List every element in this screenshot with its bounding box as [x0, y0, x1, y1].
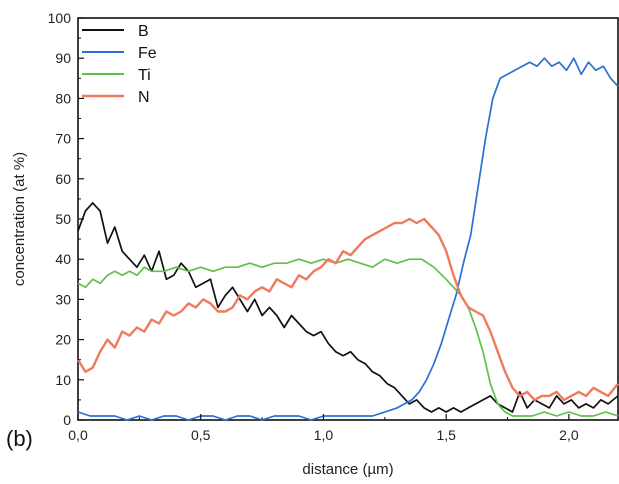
legend-label-ti: Ti	[138, 67, 151, 84]
legend-label-b: B	[138, 23, 149, 40]
x-tick-label-0: 0,0	[68, 427, 88, 443]
legend: B Fe Ti N	[82, 23, 157, 106]
y-tick-label-60: 60	[55, 171, 71, 187]
series-line-n	[76, 217, 619, 402]
y-axis-title: concentration (at %)	[11, 152, 28, 286]
x-tick-label-2: 1,0	[314, 427, 334, 443]
y-tick-label-30: 30	[55, 291, 71, 307]
y-tick-label-0: 0	[63, 412, 71, 428]
x-tick-label-3: 1,5	[436, 427, 456, 443]
y-tick-label-10: 10	[55, 372, 71, 388]
x-tick-label-1: 0,5	[191, 427, 211, 443]
y-tick-label-100: 100	[48, 10, 72, 26]
series-layer	[76, 57, 619, 421]
y-tick-label-90: 90	[55, 50, 71, 66]
plot-area	[77, 17, 619, 421]
y-tick-label-70: 70	[55, 131, 71, 147]
series-line-fe	[77, 57, 619, 421]
x-tick-label-4: 2,0	[559, 427, 579, 443]
legend-label-n: N	[138, 89, 150, 106]
series-line-ti	[77, 258, 619, 417]
legend-label-fe: Fe	[138, 45, 157, 62]
y-tick-label-80: 80	[55, 90, 71, 106]
y-tick-label-20: 20	[55, 332, 71, 348]
x-axis-title: distance (µm)	[302, 461, 393, 478]
axes-layer: 0 10 20 30 40 50 60 70 80 90 100 0,0 0,5 1,0 1,5 2,0	[48, 10, 579, 443]
y-tick-label-50: 50	[55, 211, 71, 227]
y-tick-label-40: 40	[55, 251, 71, 267]
panel-label: (b)	[6, 426, 33, 451]
series-line-b	[77, 202, 619, 413]
